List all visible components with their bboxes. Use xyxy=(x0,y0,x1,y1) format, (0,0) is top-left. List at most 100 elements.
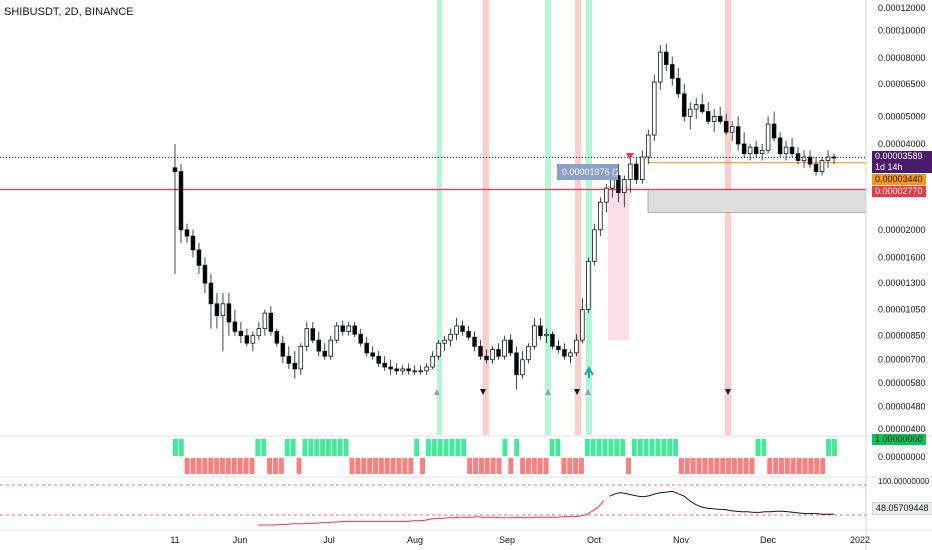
signal-bar-down xyxy=(396,458,402,474)
candle-body xyxy=(496,349,501,357)
candle-body xyxy=(628,163,633,180)
y-tick-label: 0.00012000 xyxy=(878,3,926,13)
signal-bar-down xyxy=(184,458,190,474)
candle-body xyxy=(663,51,669,65)
signal-bar-down xyxy=(720,458,726,474)
signal-bar-down xyxy=(484,458,490,474)
signal-bar-down xyxy=(243,458,249,474)
signal-bar-up xyxy=(431,439,437,456)
signal-bar-down xyxy=(237,458,243,474)
signal-band-4 xyxy=(586,0,592,435)
signal-bar-up xyxy=(631,439,637,456)
candle-body xyxy=(316,339,322,352)
signal-bar-down xyxy=(531,458,537,474)
candle-body xyxy=(735,126,741,145)
last-price-value: 0.00003589 xyxy=(875,151,923,161)
signal-band-3 xyxy=(575,0,581,435)
candle-body xyxy=(448,333,453,341)
signal-bar-down xyxy=(702,458,708,474)
signal-bar-down xyxy=(496,458,502,474)
signal-bar-down xyxy=(467,458,473,474)
signal-bar-down xyxy=(743,458,749,474)
y-tick-label: 0.00000700 xyxy=(878,355,926,365)
signal-bar-down xyxy=(267,458,273,474)
signal-bar-down xyxy=(573,458,578,474)
signal-bar-up xyxy=(584,439,590,456)
grey-zone xyxy=(647,189,867,213)
candle-body xyxy=(532,325,537,347)
signal-bar-up xyxy=(596,439,602,456)
signal-bar-up xyxy=(178,439,184,456)
signal-zero-label: 0.00000000 xyxy=(878,452,926,462)
signal-bar-down xyxy=(296,458,302,474)
signal-bar-down xyxy=(378,458,384,474)
candle-body xyxy=(388,366,393,370)
candle-body xyxy=(274,331,280,344)
countdown-value: 1d 14h xyxy=(875,162,903,172)
signal-bar-down xyxy=(278,458,284,474)
candle-body xyxy=(675,77,681,95)
signal-bar-down xyxy=(773,458,779,474)
candle-body xyxy=(544,333,549,337)
candle-body xyxy=(687,108,693,117)
signal-bar-down xyxy=(731,458,737,474)
signal-bar-down xyxy=(402,458,408,474)
candle-body xyxy=(514,352,519,376)
signal-bar-up xyxy=(426,439,431,456)
candle-body xyxy=(370,352,375,357)
measure-tooltip: 0.00001976 (241.11%) 197 xyxy=(557,164,618,180)
signal-bar-down xyxy=(220,458,225,474)
signal-bar-up xyxy=(414,439,420,456)
y-tick-label: 0.00000400 xyxy=(878,424,926,434)
signal-bar-up xyxy=(255,439,261,456)
candle-body xyxy=(729,126,735,133)
candle-body xyxy=(646,134,651,158)
signal-bar-down xyxy=(196,458,202,474)
signal-bar-down xyxy=(508,458,514,474)
signal-bar-down xyxy=(490,458,496,474)
candle-body xyxy=(825,156,831,161)
y-tick-label: 0.00004000 xyxy=(878,139,926,149)
candle-body xyxy=(622,179,627,194)
signal-bar-down xyxy=(420,458,426,474)
candle-body xyxy=(328,339,334,357)
signal-bar-down xyxy=(679,458,684,474)
sell-arrow-icon xyxy=(626,153,634,160)
y-tick-label: 0.00008000 xyxy=(878,53,926,63)
candle-body xyxy=(777,137,783,155)
candle-body xyxy=(250,335,256,344)
signal-bar-down xyxy=(543,458,549,474)
signal-bar-down xyxy=(561,458,567,474)
candle-body xyxy=(580,309,585,341)
candle-body xyxy=(304,328,310,347)
signal-bar-up xyxy=(461,439,467,456)
triangle-down-icon xyxy=(574,389,580,395)
candle-body xyxy=(190,235,196,251)
candle-body xyxy=(376,355,381,364)
signal-bar-down xyxy=(214,458,220,474)
signal-bar-down xyxy=(779,458,784,474)
candle-body xyxy=(394,368,399,372)
signal-bar-down xyxy=(520,458,526,474)
signal-bar-down xyxy=(190,458,196,474)
candle-body xyxy=(172,167,178,173)
measure-box xyxy=(608,185,629,341)
signal-bar-up xyxy=(655,439,661,456)
candle-body xyxy=(346,325,351,332)
signal-bar-down xyxy=(814,458,820,474)
signal-bar-up xyxy=(602,439,608,456)
candle-body xyxy=(604,187,609,203)
x-tick-label: Sep xyxy=(499,535,515,545)
candle-body xyxy=(598,201,603,231)
candle-body xyxy=(292,362,298,370)
candle-body xyxy=(711,115,717,122)
candle-body xyxy=(484,355,489,361)
candle-body xyxy=(538,325,543,337)
candle-body xyxy=(723,121,729,133)
candle-body xyxy=(705,111,711,122)
candle-body xyxy=(592,229,597,262)
signal-bar-up xyxy=(284,439,290,456)
triangle-down-icon xyxy=(725,389,731,395)
